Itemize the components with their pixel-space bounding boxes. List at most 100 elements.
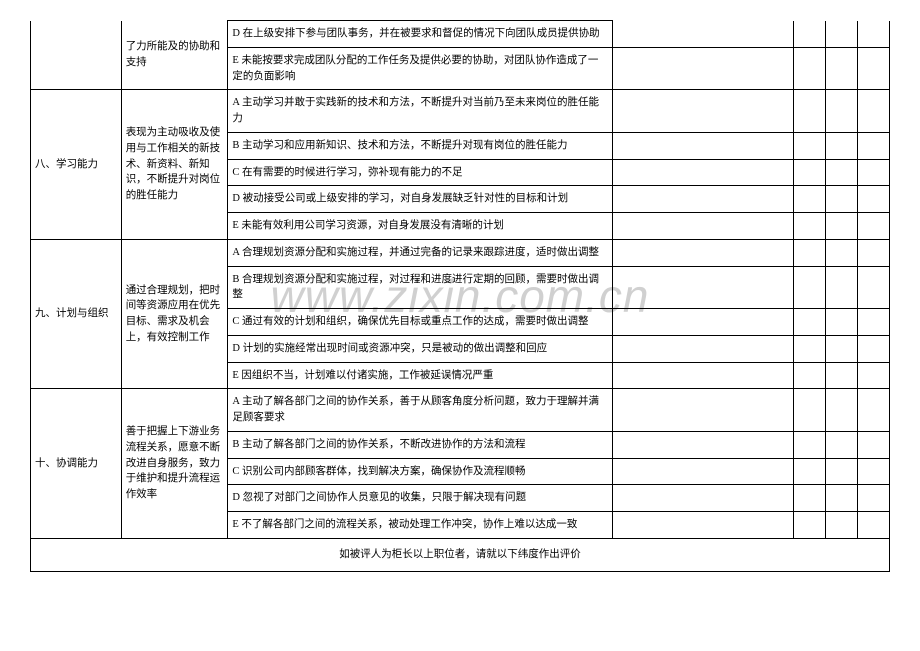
option-cell: E 未能有效利用公司学习资源，对自身发展没有清晰的计划 bbox=[228, 213, 612, 240]
option-cell: D 被动接受公司或上级安排的学习，对自身发展缺乏针对性的目标和计划 bbox=[228, 186, 612, 213]
table-row: 了力所能及的协助和支持 D 在上级安排下参与团队事务，并在被要求和督促的情况下向… bbox=[31, 21, 890, 48]
score-cell bbox=[857, 90, 889, 133]
score-cell bbox=[825, 309, 857, 336]
score-cell bbox=[612, 389, 793, 432]
score-cell bbox=[825, 213, 857, 240]
option-cell: A 主动了解各部门之间的协作关系，善于从顾客角度分析问题，致力于理解并满足顾客要… bbox=[228, 389, 612, 432]
score-cell bbox=[825, 335, 857, 362]
evaluation-table: 了力所能及的协助和支持 D 在上级安排下参与团队事务，并在被要求和督促的情况下向… bbox=[30, 20, 890, 572]
score-cell bbox=[793, 458, 825, 485]
score-cell bbox=[612, 213, 793, 240]
desc-cell: 表现为主动吸收及使用与工作相关的新技术、新资料、新知识，不断提升对岗位的胜任能力 bbox=[121, 90, 228, 240]
score-cell bbox=[857, 239, 889, 266]
score-cell bbox=[793, 47, 825, 90]
score-cell bbox=[825, 132, 857, 159]
footer-row: 如被评人为柜长以上职位者，请就以下纬度作出评价 bbox=[31, 538, 890, 571]
table-row: 十、协调能力 善于把握上下游业务流程关系，愿意不断 改进自身服务，致力于维护和提… bbox=[31, 389, 890, 432]
score-cell bbox=[857, 266, 889, 309]
score-cell bbox=[857, 213, 889, 240]
option-cell: C 在有需要的时候进行学习，弥补现有能力的不足 bbox=[228, 159, 612, 186]
option-cell: C 识别公司内部顾客群体，找到解决方案，确保协作及流程顺畅 bbox=[228, 458, 612, 485]
score-cell bbox=[612, 47, 793, 90]
score-cell bbox=[612, 266, 793, 309]
score-cell bbox=[825, 485, 857, 512]
option-cell: D 计划的实施经常出现时间或资源冲突，只是被动的做出调整和回应 bbox=[228, 335, 612, 362]
score-cell bbox=[793, 213, 825, 240]
score-cell bbox=[857, 389, 889, 432]
score-cell bbox=[612, 458, 793, 485]
score-cell bbox=[612, 90, 793, 133]
score-cell bbox=[612, 239, 793, 266]
option-cell: D 忽视了对部门之间协作人员意见的收集，只限于解决现有问题 bbox=[228, 485, 612, 512]
score-cell bbox=[857, 309, 889, 336]
score-cell bbox=[825, 458, 857, 485]
category-cell: 九、计划与组织 bbox=[31, 239, 122, 389]
score-cell bbox=[793, 132, 825, 159]
score-cell bbox=[793, 186, 825, 213]
table-row: 九、计划与组织 通过合理规划，把时间等资源应用在优先目标、需求及机会上，有效控制… bbox=[31, 239, 890, 266]
option-cell: E 未能按要求完成团队分配的工作任务及提供必要的协助，对团队协作造成了一定的负面… bbox=[228, 47, 612, 90]
score-cell bbox=[793, 389, 825, 432]
score-cell bbox=[793, 21, 825, 48]
option-cell: A 主动学习并敢于实践新的技术和方法，不断提升对当前乃至未来岗位的胜任能力 bbox=[228, 90, 612, 133]
score-cell bbox=[612, 159, 793, 186]
option-cell: C 通过有效的计划和组织，确保优先目标或重点工作的达成，需要时做出调整 bbox=[228, 309, 612, 336]
option-cell: E 不了解各部门之间的流程关系，被动处理工作冲突，协作上难以达成一致 bbox=[228, 512, 612, 539]
score-cell bbox=[857, 159, 889, 186]
score-cell bbox=[793, 512, 825, 539]
score-cell bbox=[857, 485, 889, 512]
score-cell bbox=[825, 239, 857, 266]
score-cell bbox=[793, 239, 825, 266]
score-cell bbox=[612, 186, 793, 213]
option-cell: B 主动了解各部门之间的协作关系，不断改进协作的方法和流程 bbox=[228, 431, 612, 458]
option-cell: D 在上级安排下参与团队事务，并在被要求和督促的情况下向团队成员提供协助 bbox=[228, 21, 612, 48]
desc-cell: 善于把握上下游业务流程关系，愿意不断 改进自身服务，致力于维护和提升流程运作效率 bbox=[121, 389, 228, 539]
score-cell bbox=[857, 458, 889, 485]
score-cell bbox=[825, 21, 857, 48]
score-cell bbox=[793, 485, 825, 512]
category-cell: 八、学习能力 bbox=[31, 90, 122, 240]
option-cell: A 合理规划资源分配和实施过程，并通过完备的记录来跟踪进度，适时做出调整 bbox=[228, 239, 612, 266]
score-cell bbox=[857, 21, 889, 48]
score-cell bbox=[857, 132, 889, 159]
option-cell: B 主动学习和应用新知识、技术和方法，不断提升对现有岗位的胜任能力 bbox=[228, 132, 612, 159]
score-cell bbox=[857, 512, 889, 539]
score-cell bbox=[825, 47, 857, 90]
score-cell bbox=[857, 335, 889, 362]
score-cell bbox=[825, 389, 857, 432]
score-cell bbox=[825, 186, 857, 213]
score-cell bbox=[612, 512, 793, 539]
score-cell bbox=[612, 362, 793, 389]
desc-cell: 了力所能及的协助和支持 bbox=[121, 21, 228, 90]
score-cell bbox=[612, 21, 793, 48]
score-cell bbox=[793, 335, 825, 362]
score-cell bbox=[612, 335, 793, 362]
score-cell bbox=[612, 431, 793, 458]
footer-cell: 如被评人为柜长以上职位者，请就以下纬度作出评价 bbox=[31, 538, 890, 571]
table-row: 八、学习能力 表现为主动吸收及使用与工作相关的新技术、新资料、新知识，不断提升对… bbox=[31, 90, 890, 133]
score-cell bbox=[857, 186, 889, 213]
option-cell: B 合理规划资源分配和实施过程，对过程和进度进行定期的回顾，需要时做出调整 bbox=[228, 266, 612, 309]
score-cell bbox=[857, 362, 889, 389]
score-cell bbox=[793, 266, 825, 309]
score-cell bbox=[825, 362, 857, 389]
score-cell bbox=[793, 309, 825, 336]
score-cell bbox=[793, 159, 825, 186]
option-cell: E 因组织不当，计划难以付诸实施，工作被延误情况严重 bbox=[228, 362, 612, 389]
score-cell bbox=[825, 159, 857, 186]
score-cell bbox=[793, 362, 825, 389]
score-cell bbox=[612, 132, 793, 159]
desc-cell: 通过合理规划，把时间等资源应用在优先目标、需求及机会上，有效控制工作 bbox=[121, 239, 228, 389]
score-cell bbox=[825, 90, 857, 133]
score-cell bbox=[825, 512, 857, 539]
score-cell bbox=[793, 431, 825, 458]
score-cell bbox=[825, 431, 857, 458]
score-cell bbox=[825, 266, 857, 309]
score-cell bbox=[857, 47, 889, 90]
category-cell bbox=[31, 21, 122, 90]
score-cell bbox=[612, 485, 793, 512]
category-cell: 十、协调能力 bbox=[31, 389, 122, 539]
score-cell bbox=[857, 431, 889, 458]
score-cell bbox=[612, 309, 793, 336]
score-cell bbox=[793, 90, 825, 133]
